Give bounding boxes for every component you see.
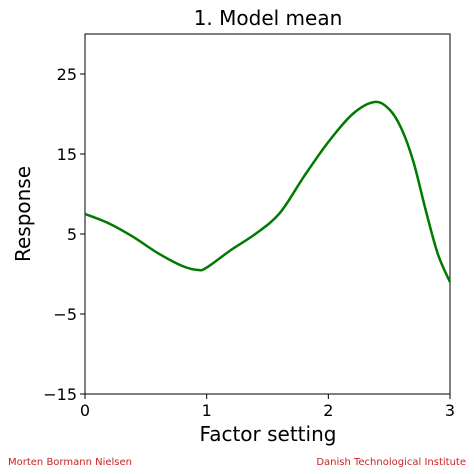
- chart-title: 1. Model mean: [194, 6, 343, 30]
- x-axis-label: Factor setting: [200, 422, 337, 446]
- x-tick-label: 0: [80, 401, 90, 420]
- x-axis: 0 1 2 3: [80, 394, 455, 420]
- series-line: [84, 100, 452, 283]
- y-tick-label: 25: [57, 65, 77, 84]
- x-tick-label: 3: [445, 401, 455, 420]
- x-tick-label: 2: [323, 401, 333, 420]
- x-tick-label: 1: [202, 401, 212, 420]
- footer-institute: Danish Technological Institute: [316, 457, 466, 468]
- plot-area: [84, 33, 451, 395]
- y-tick-label: −15: [43, 385, 77, 404]
- footer-author: Morten Bormann Nielsen: [8, 457, 132, 468]
- y-tick-label: −5: [53, 305, 77, 324]
- y-tick-label: 5: [67, 225, 77, 244]
- series-layer: [84, 100, 452, 283]
- y-axis: −15 −5 5 15 25: [43, 65, 85, 404]
- y-tick-label: 15: [57, 145, 77, 164]
- y-axis-label: Response: [11, 166, 35, 262]
